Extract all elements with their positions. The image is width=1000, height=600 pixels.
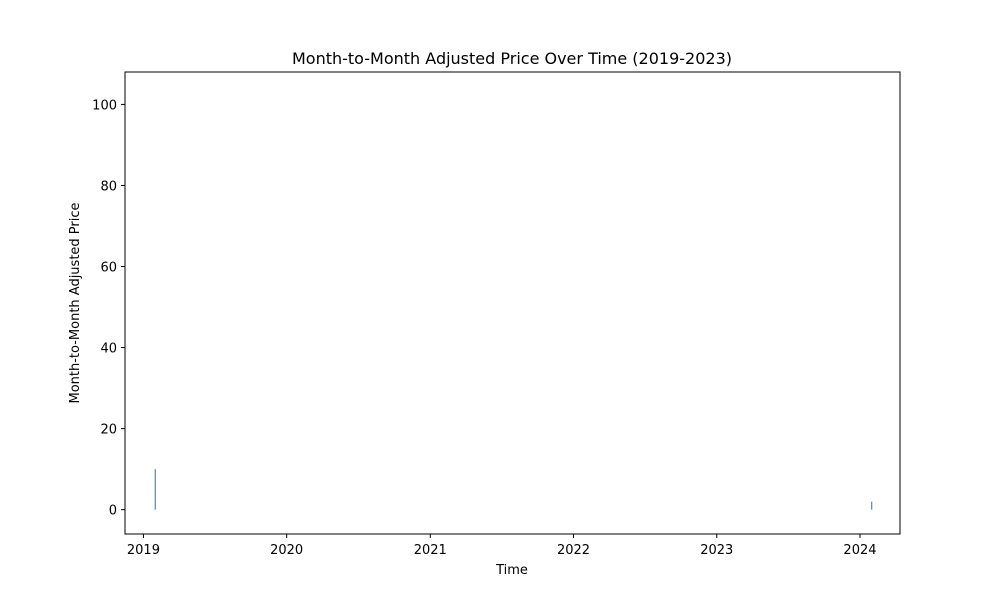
plot-area	[154, 469, 873, 510]
y-tick-label: 100	[92, 98, 117, 113]
x-tick-label: 2022	[557, 543, 590, 558]
y-axis-label: Month-to-Month Adjusted Price	[68, 202, 83, 403]
y-tick-label: 60	[100, 261, 117, 276]
y-tick-label: 40	[100, 342, 117, 357]
y-tick-label: 20	[100, 423, 117, 438]
y-tick-label: 0	[109, 504, 117, 519]
plot-frame	[124, 71, 901, 535]
chart-title: Month-to-Month Adjusted Price Over Time …	[292, 49, 732, 68]
x-tick-label: 2019	[127, 543, 160, 558]
x-tick-label: 2021	[414, 543, 447, 558]
x-axis: 2019 2020 2021 2022 2023 2024	[127, 534, 877, 558]
y-tick-label: 80	[100, 179, 117, 194]
x-axis-label: Time	[495, 563, 528, 578]
x-tick-label: 2023	[700, 543, 733, 558]
x-tick-label: 2024	[843, 543, 876, 558]
x-tick-label: 2020	[270, 543, 303, 558]
y-axis: 0 20 40 60 80 100	[92, 98, 125, 519]
